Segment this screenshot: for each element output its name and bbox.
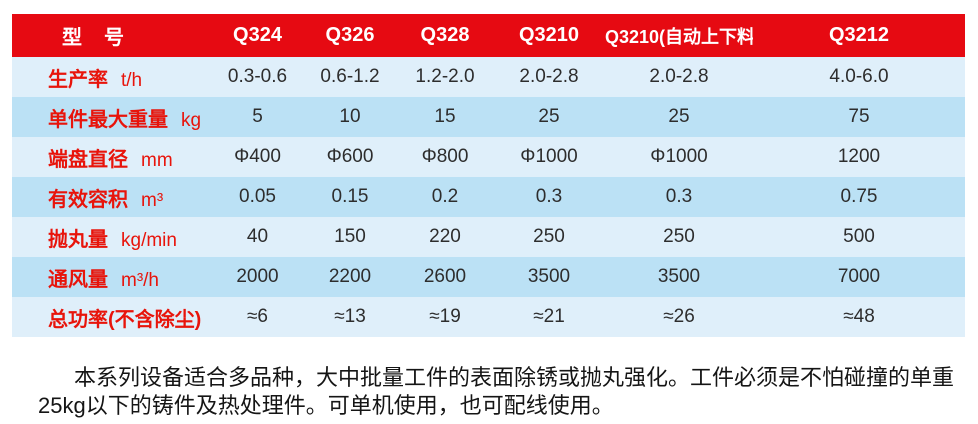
spec-value: 10 <box>303 97 397 137</box>
spec-value: 0.6-1.2 <box>303 57 397 97</box>
spec-value: 40 <box>212 217 303 257</box>
spec-value: Φ1000 <box>493 137 605 177</box>
spec-value: 3500 <box>605 257 753 297</box>
row-label: 抛丸量 <box>48 228 108 251</box>
header-model-q326: Q326 <box>303 14 397 57</box>
table-row-production-rate: 生产率 t/h 0.3-0.6 0.6-1.2 1.2-2.0 2.0-2.8 2… <box>12 57 965 97</box>
spec-value: 2000 <box>212 257 303 297</box>
table-row-end-disk-diameter: 端盘直径 mm Φ400 Φ600 Φ800 Φ1000 Φ1000 1200 <box>12 137 965 177</box>
header-model-q3212: Q3212 <box>753 14 965 57</box>
spec-value: 0.3 <box>493 177 605 217</box>
spec-value: ≈48 <box>753 297 965 337</box>
spec-value: 15 <box>397 97 493 137</box>
spec-value: 3500 <box>493 257 605 297</box>
row-unit: m³ <box>141 189 164 211</box>
spec-value: 2600 <box>397 257 493 297</box>
spec-value: ≈6 <box>212 297 303 337</box>
spec-value: 0.2 <box>397 177 493 217</box>
spec-value: 25 <box>493 97 605 137</box>
description-line-1: 本系列设备适合多品种，大中批量工件的表面除锈或抛丸强化。工件必须是不怕碰撞的单重 <box>74 365 955 390</box>
table-row-total-power: 总功率(不含除尘) ≈6 ≈13 ≈19 ≈21 ≈26 ≈48 <box>12 297 965 337</box>
row-label: 生产率 <box>48 68 108 91</box>
table-row-ventilation: 通风量 m³/h 2000 2200 2600 3500 3500 7000 <box>12 257 965 297</box>
spec-value: ≈26 <box>605 297 753 337</box>
table-row-shot-flow-rate: 抛丸量 kg/min 40 150 220 250 250 500 <box>12 217 965 257</box>
row-label: 单件最大重量 <box>48 108 168 131</box>
row-label: 有效容积 <box>48 188 128 211</box>
spec-value: 1200 <box>753 137 965 177</box>
spec-value: 150 <box>303 217 397 257</box>
row-unit: t/h <box>121 69 143 91</box>
spec-value: 2.0-2.8 <box>493 57 605 97</box>
spec-value: 2200 <box>303 257 397 297</box>
spec-value: 0.3 <box>605 177 753 217</box>
spec-value: ≈19 <box>397 297 493 337</box>
spec-value: 5 <box>212 97 303 137</box>
spec-value: 500 <box>753 217 965 257</box>
spec-value: 4.0-6.0 <box>753 57 965 97</box>
table-row-max-piece-weight: 单件最大重量 kg 5 10 15 25 25 75 <box>12 97 965 137</box>
description-paragraph: 本系列设备适合多品种，大中批量工件的表面除锈或抛丸强化。工件必须是不怕碰撞的单重… <box>38 364 955 420</box>
row-label: 端盘直径 <box>48 148 128 171</box>
row-label: 总功率(不含除尘) <box>48 308 202 331</box>
header-model-q324: Q324 <box>212 14 303 57</box>
header-model-label: 型 号 <box>12 14 212 57</box>
spec-value: 25 <box>605 97 753 137</box>
row-unit: kg <box>181 109 202 131</box>
spec-value: Φ600 <box>303 137 397 177</box>
table-row-effective-volume: 有效容积 m³ 0.05 0.15 0.2 0.3 0.3 0.75 <box>12 177 965 217</box>
header-model-q3210: Q3210 <box>493 14 605 57</box>
spec-value: 220 <box>397 217 493 257</box>
spec-value: 250 <box>493 217 605 257</box>
spec-value: 7000 <box>753 257 965 297</box>
header-model-q328: Q328 <box>397 14 493 57</box>
header-model-q3210-auto: Q3210(自动上下料) <box>605 14 753 57</box>
spec-value: 250 <box>605 217 753 257</box>
spec-value: ≈13 <box>303 297 397 337</box>
spec-value: Φ800 <box>397 137 493 177</box>
spec-value: 75 <box>753 97 965 137</box>
row-unit: m³/h <box>121 269 159 291</box>
spec-value: 0.15 <box>303 177 397 217</box>
spec-value: 0.05 <box>212 177 303 217</box>
spec-value: Φ1000 <box>605 137 753 177</box>
spec-value: ≈21 <box>493 297 605 337</box>
spec-value: 1.2-2.0 <box>397 57 493 97</box>
description-line-2: 25kg以下的铸件及热处理件。可单机使用，也可配线使用。 <box>38 393 614 418</box>
spec-value: 0.3-0.6 <box>212 57 303 97</box>
spec-table: 型 号 Q324 Q326 Q328 Q3210 Q3210(自动上下料) Q3… <box>12 14 965 337</box>
row-unit: kg/min <box>121 229 177 251</box>
row-label: 通风量 <box>48 268 108 291</box>
spec-value: 2.0-2.8 <box>605 57 753 97</box>
row-unit: mm <box>141 149 173 171</box>
spec-value: 0.75 <box>753 177 965 217</box>
table-header-row: 型 号 Q324 Q326 Q328 Q3210 Q3210(自动上下料) Q3… <box>12 14 965 57</box>
spec-value: Φ400 <box>212 137 303 177</box>
